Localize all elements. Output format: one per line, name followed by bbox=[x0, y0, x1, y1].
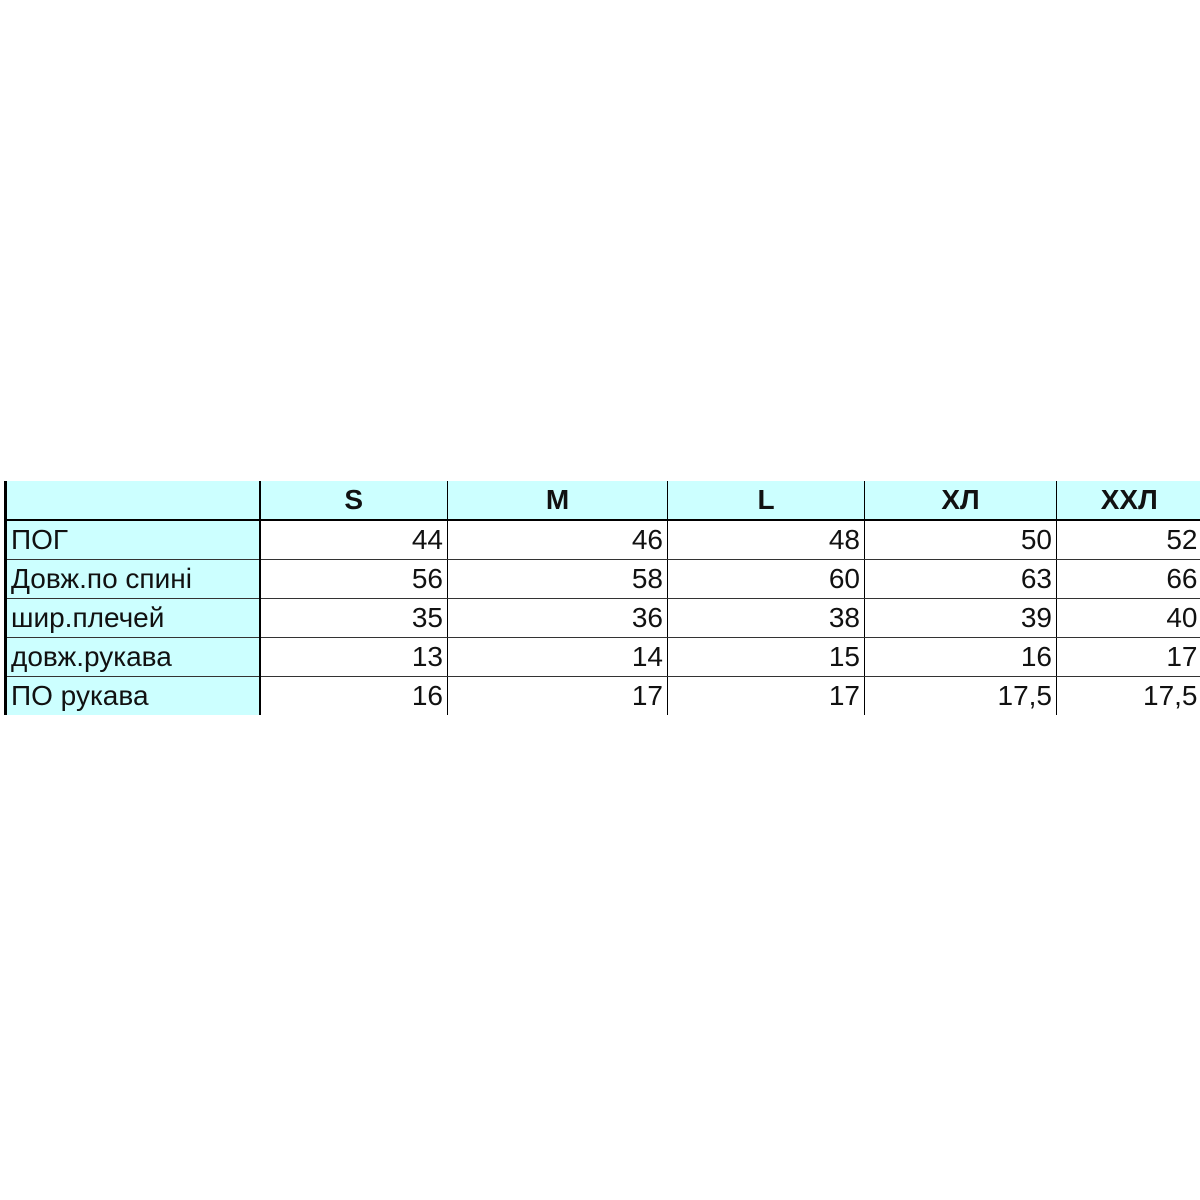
header-size-xl: ХЛ bbox=[864, 481, 1057, 521]
table-cell: 16 bbox=[864, 637, 1057, 677]
table-cell: 35 bbox=[259, 598, 448, 638]
table-cell: 15 bbox=[667, 637, 865, 677]
row-label: шир.плечей bbox=[4, 598, 261, 638]
table-cell: 36 bbox=[447, 598, 668, 638]
table-row: довж.рукава 13 14 15 16 17 bbox=[4, 637, 1200, 677]
table-row: шир.плечей 35 36 38 39 40 bbox=[4, 598, 1200, 638]
table-row: Довж.по спині 56 58 60 63 66 bbox=[4, 559, 1200, 599]
row-label: Довж.по спині bbox=[4, 559, 261, 599]
size-table: S M L ХЛ ХХЛ ПОГ 44 46 48 50 52 Довж.по спині 5… bbox=[4, 481, 1200, 715]
table-cell: 46 bbox=[447, 520, 668, 560]
table-cell: 14 bbox=[447, 637, 668, 677]
header-corner bbox=[4, 481, 261, 521]
table-row: ПО рукава 16 17 17 17,5 17,5 bbox=[4, 676, 1200, 715]
table-cell: 17,5 bbox=[864, 676, 1057, 715]
table-cell: 17 bbox=[1056, 637, 1200, 677]
header-size-xxl: ХХЛ bbox=[1056, 481, 1200, 521]
header-size-m: M bbox=[447, 481, 668, 521]
table-cell: 56 bbox=[259, 559, 448, 599]
table-cell: 52 bbox=[1056, 520, 1200, 560]
table-cell: 40 bbox=[1056, 598, 1200, 638]
table-cell: 48 bbox=[667, 520, 865, 560]
table-cell: 50 bbox=[864, 520, 1057, 560]
table-cell: 39 bbox=[864, 598, 1057, 638]
table-cell: 66 bbox=[1056, 559, 1200, 599]
table-cell: 44 bbox=[259, 520, 448, 560]
header-size-s: S bbox=[259, 481, 448, 521]
table-cell: 17 bbox=[447, 676, 668, 715]
row-label: ПОГ bbox=[4, 520, 261, 560]
table-cell: 38 bbox=[667, 598, 865, 638]
header-row: S M L ХЛ ХХЛ bbox=[4, 481, 1200, 521]
table-cell: 58 bbox=[447, 559, 668, 599]
row-label: довж.рукава bbox=[4, 637, 261, 677]
header-size-l: L bbox=[667, 481, 865, 521]
table-cell: 60 bbox=[667, 559, 865, 599]
table-cell: 13 bbox=[259, 637, 448, 677]
table-row: ПОГ 44 46 48 50 52 bbox=[4, 520, 1200, 560]
table-cell: 63 bbox=[864, 559, 1057, 599]
table-cell: 17,5 bbox=[1056, 676, 1200, 715]
row-label: ПО рукава bbox=[4, 676, 261, 715]
table-cell: 17 bbox=[667, 676, 865, 715]
table-cell: 16 bbox=[259, 676, 448, 715]
